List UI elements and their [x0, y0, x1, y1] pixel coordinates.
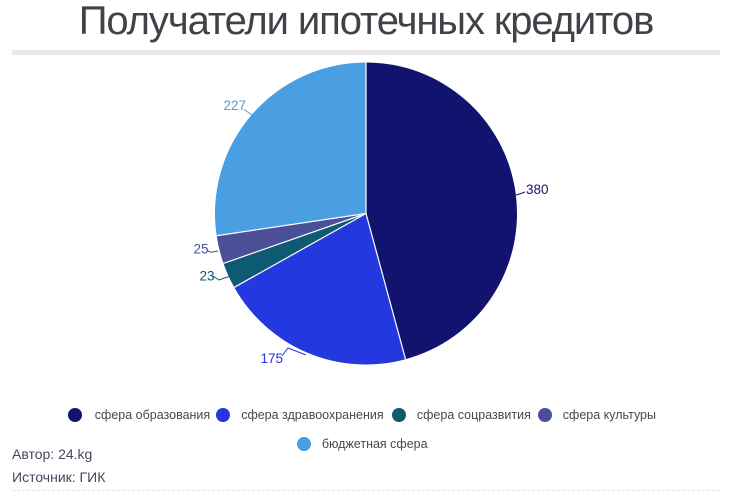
svg-text:175: 175: [261, 351, 284, 366]
svg-text:227: 227: [224, 98, 247, 113]
svg-text:25: 25: [194, 242, 209, 257]
svg-text:23: 23: [200, 269, 215, 284]
svg-text:380: 380: [526, 182, 549, 197]
